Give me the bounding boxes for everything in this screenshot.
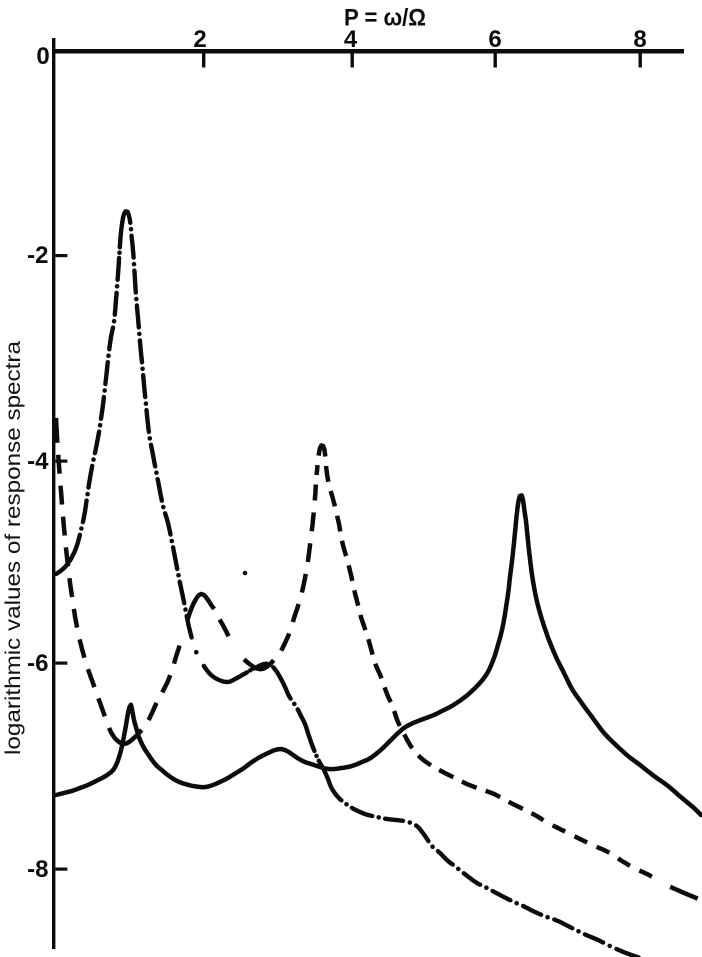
svg-text:-8: -8 bbox=[27, 856, 48, 883]
svg-text:8: 8 bbox=[633, 26, 646, 53]
svg-text:-4: -4 bbox=[27, 448, 49, 475]
svg-text:2: 2 bbox=[193, 26, 206, 53]
svg-text:6: 6 bbox=[488, 26, 501, 53]
svg-text:-2: -2 bbox=[27, 242, 48, 269]
svg-text:4: 4 bbox=[344, 26, 358, 53]
svg-text:-6: -6 bbox=[27, 650, 48, 677]
svg-text:0: 0 bbox=[36, 43, 49, 70]
svg-text:P = ω/Ω: P = ω/Ω bbox=[344, 5, 426, 32]
svg-text:logarithmic values of response: logarithmic values of response spectra bbox=[2, 341, 25, 755]
